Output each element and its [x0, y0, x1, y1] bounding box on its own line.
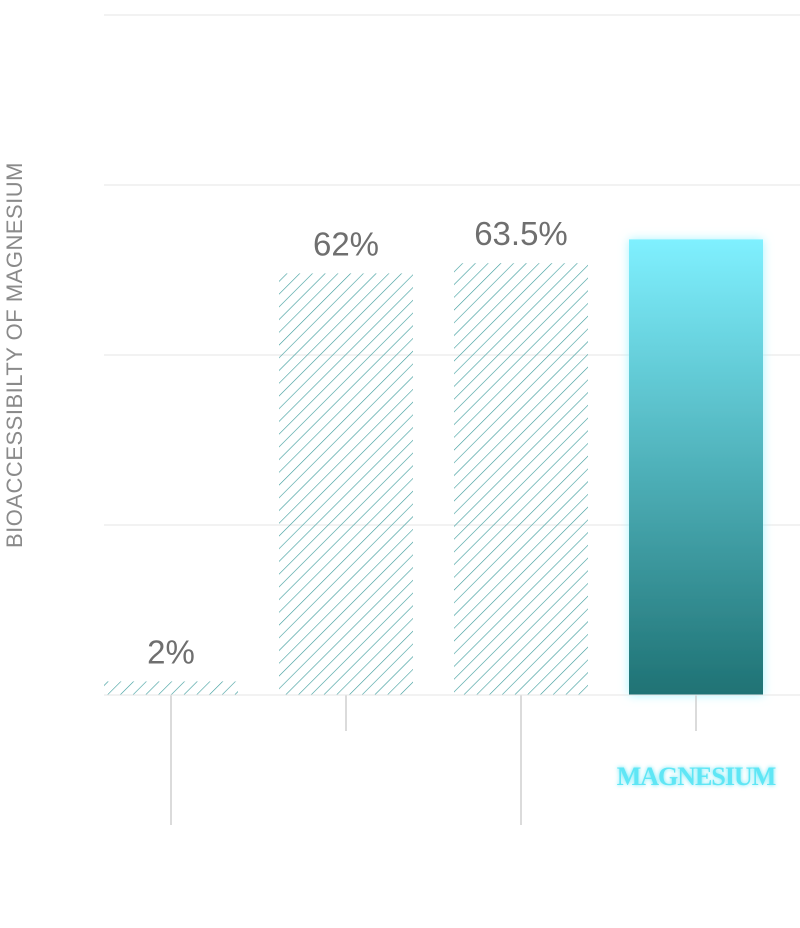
bar-highlight	[629, 239, 763, 695]
x-axis: MAGNESIUM	[104, 694, 800, 825]
x-tick-label: MAGNESIUM	[617, 762, 776, 791]
data-label: 2%	[147, 633, 195, 670]
data-label: 63.5%	[474, 215, 568, 252]
bar	[454, 263, 588, 695]
value-labels: 2% 62% 63.5%	[147, 215, 568, 670]
bar	[279, 273, 413, 695]
bars	[104, 239, 763, 695]
data-label: 62%	[313, 225, 379, 262]
bar	[104, 681, 238, 695]
